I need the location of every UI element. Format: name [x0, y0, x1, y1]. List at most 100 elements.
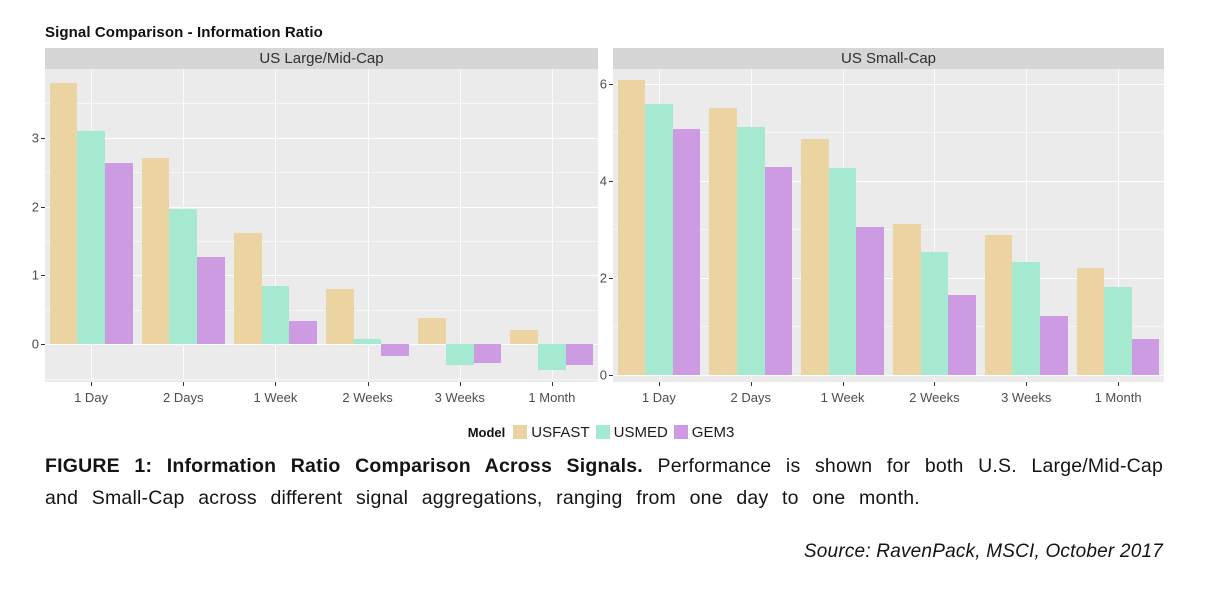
- gridline-minor: [45, 378, 598, 380]
- gridline-vertical: [934, 69, 936, 382]
- x-tick-label: 1 Month: [528, 390, 576, 405]
- x-tick-label: 1 Month: [1094, 390, 1142, 405]
- bar-gem3-3-weeks: [1040, 315, 1068, 375]
- gridline-minor: [45, 309, 598, 311]
- bar-usfast-1-week: [801, 139, 829, 375]
- y-tick-mark: [609, 277, 613, 279]
- y-axis: 0 1 2 3: [3, 69, 45, 382]
- gridline-vertical: [1118, 69, 1120, 382]
- legend-swatch-usfast: [513, 425, 528, 439]
- x-tick-mark: [551, 382, 553, 386]
- plot-area: [613, 69, 1164, 382]
- bar-usfast-2-weeks: [326, 289, 354, 345]
- gridline-major: [45, 137, 598, 139]
- y-tick-mark: [609, 83, 613, 85]
- legend-label: GEM3: [691, 423, 735, 441]
- bar-usfast-1-day: [49, 82, 78, 345]
- legend-entries: USFAST USMED GEM3: [513, 424, 740, 441]
- bar-gem3-1-week: [289, 321, 317, 345]
- y-tick-label: 3: [31, 130, 39, 146]
- x-tick-label: 3 Weeks: [1001, 390, 1052, 405]
- panel-strip: US Small-Cap: [613, 48, 1164, 69]
- gridline-minor: [613, 229, 1164, 231]
- y-tick-mark: [41, 275, 45, 277]
- legend-label: USMED: [613, 423, 668, 441]
- legend-swatch-usmed: [595, 425, 610, 439]
- legend-entry-usmed: USMED: [595, 423, 668, 441]
- bar-usmed-1-month: [538, 344, 566, 371]
- gridline-minor: [613, 132, 1164, 134]
- panel-strip-title: US Large/Mid-Cap: [259, 50, 384, 67]
- x-tick-label: 2 Weeks: [909, 390, 960, 405]
- x-tick-label: 1 Day: [74, 390, 109, 405]
- bar-gem3-2-weeks: [948, 294, 976, 375]
- gridline-vertical: [275, 69, 277, 382]
- x-tick-label: 1 Day: [641, 390, 676, 405]
- panel-strip-title: US Small-Cap: [840, 50, 937, 67]
- gridline-major: [613, 277, 1164, 279]
- bar-gem3-1-month: [1131, 339, 1160, 375]
- y-tick-label: 6: [599, 76, 607, 92]
- x-tick-mark: [750, 382, 752, 386]
- y-tick-label: 0: [599, 367, 607, 383]
- legend-title: Model: [467, 424, 506, 440]
- gridline-minor: [613, 326, 1164, 328]
- panel-us-large-mid-cap: US Large/Mid-Cap 0 1 2 3 1 Day 2 Days 1 Week 2…: [32, 48, 598, 405]
- figure-caption: FIGURE 1: Information Ratio Comparison A…: [45, 451, 1163, 514]
- x-tick-label: 1 Week: [253, 390, 298, 405]
- bar-usfast-2-days: [141, 158, 170, 345]
- x-tick-mark: [658, 382, 660, 386]
- y-tick-label: 2: [599, 270, 607, 286]
- y-tick-mark: [41, 137, 45, 139]
- bar-usmed-1-day: [645, 103, 673, 375]
- bar-gem3-3-weeks: [473, 344, 502, 364]
- gridline-minor: [45, 172, 598, 174]
- x-tick-label: 2 Days: [163, 390, 204, 405]
- bar-usfast-1-month: [510, 330, 539, 345]
- bar-usmed-2-days: [169, 208, 198, 345]
- x-tick-mark: [367, 382, 369, 386]
- x-tick-mark: [459, 382, 461, 386]
- x-tick-mark: [1118, 382, 1120, 386]
- gridline-major: [613, 180, 1164, 182]
- chart-title: Signal Comparison - Information Ratio: [45, 24, 323, 41]
- gridline-major: [613, 374, 1164, 376]
- gridline-major: [45, 206, 598, 208]
- x-axis: 1 Day 2 Days 1 Week 2 Weeks 3 Weeks 1 Month: [613, 382, 1164, 416]
- bar-gem3-2-weeks: [381, 344, 410, 356]
- bar-usmed-2-weeks: [353, 339, 382, 345]
- legend-swatch-gem3: [673, 425, 688, 439]
- bar-usmed-2-days: [736, 127, 765, 375]
- bar-usmed-3-weeks: [445, 344, 474, 365]
- x-tick-label: 2 Weeks: [342, 390, 393, 405]
- figure-caption-bold: FIGURE 1: Information Ratio Comparison A…: [45, 455, 643, 477]
- bar-gem3-1-day: [104, 163, 133, 345]
- bar-gem3-2-days: [197, 256, 225, 345]
- bar-usfast-1-month: [1076, 267, 1105, 375]
- x-axis: 1 Day 2 Days 1 Week 2 Weeks 3 Weeks 1 Month: [45, 382, 598, 416]
- figure-caption-text: Performance is shown for both U.S. Large…: [45, 455, 1164, 509]
- source-credit: Source: RavenPack, MSCI, October 2017: [803, 541, 1163, 562]
- bar-gem3-2-days: [764, 167, 793, 375]
- gridline-major: [45, 344, 598, 346]
- x-tick-mark: [91, 382, 93, 386]
- y-tick-label: 0: [31, 336, 39, 352]
- x-tick-label: 1 Week: [820, 390, 865, 405]
- gridline-vertical: [551, 69, 553, 382]
- gridline-vertical: [1026, 69, 1028, 382]
- gridline-minor: [45, 103, 598, 105]
- gridline-minor: [45, 240, 598, 242]
- y-axis: 0 2 4 6: [571, 69, 613, 382]
- x-tick-label: 3 Weeks: [434, 390, 485, 405]
- bar-usmed-1-week: [261, 286, 290, 345]
- plot-area: [45, 69, 598, 382]
- bar-usfast-1-week: [233, 232, 262, 345]
- bar-usfast-2-weeks: [893, 224, 921, 375]
- y-tick-label: 2: [31, 199, 39, 215]
- y-tick-mark: [609, 180, 613, 182]
- bar-usmed-1-day: [77, 130, 105, 345]
- y-tick-mark: [609, 374, 613, 376]
- bar-usfast-2-days: [709, 107, 737, 375]
- bar-usmed-1-month: [1104, 287, 1132, 375]
